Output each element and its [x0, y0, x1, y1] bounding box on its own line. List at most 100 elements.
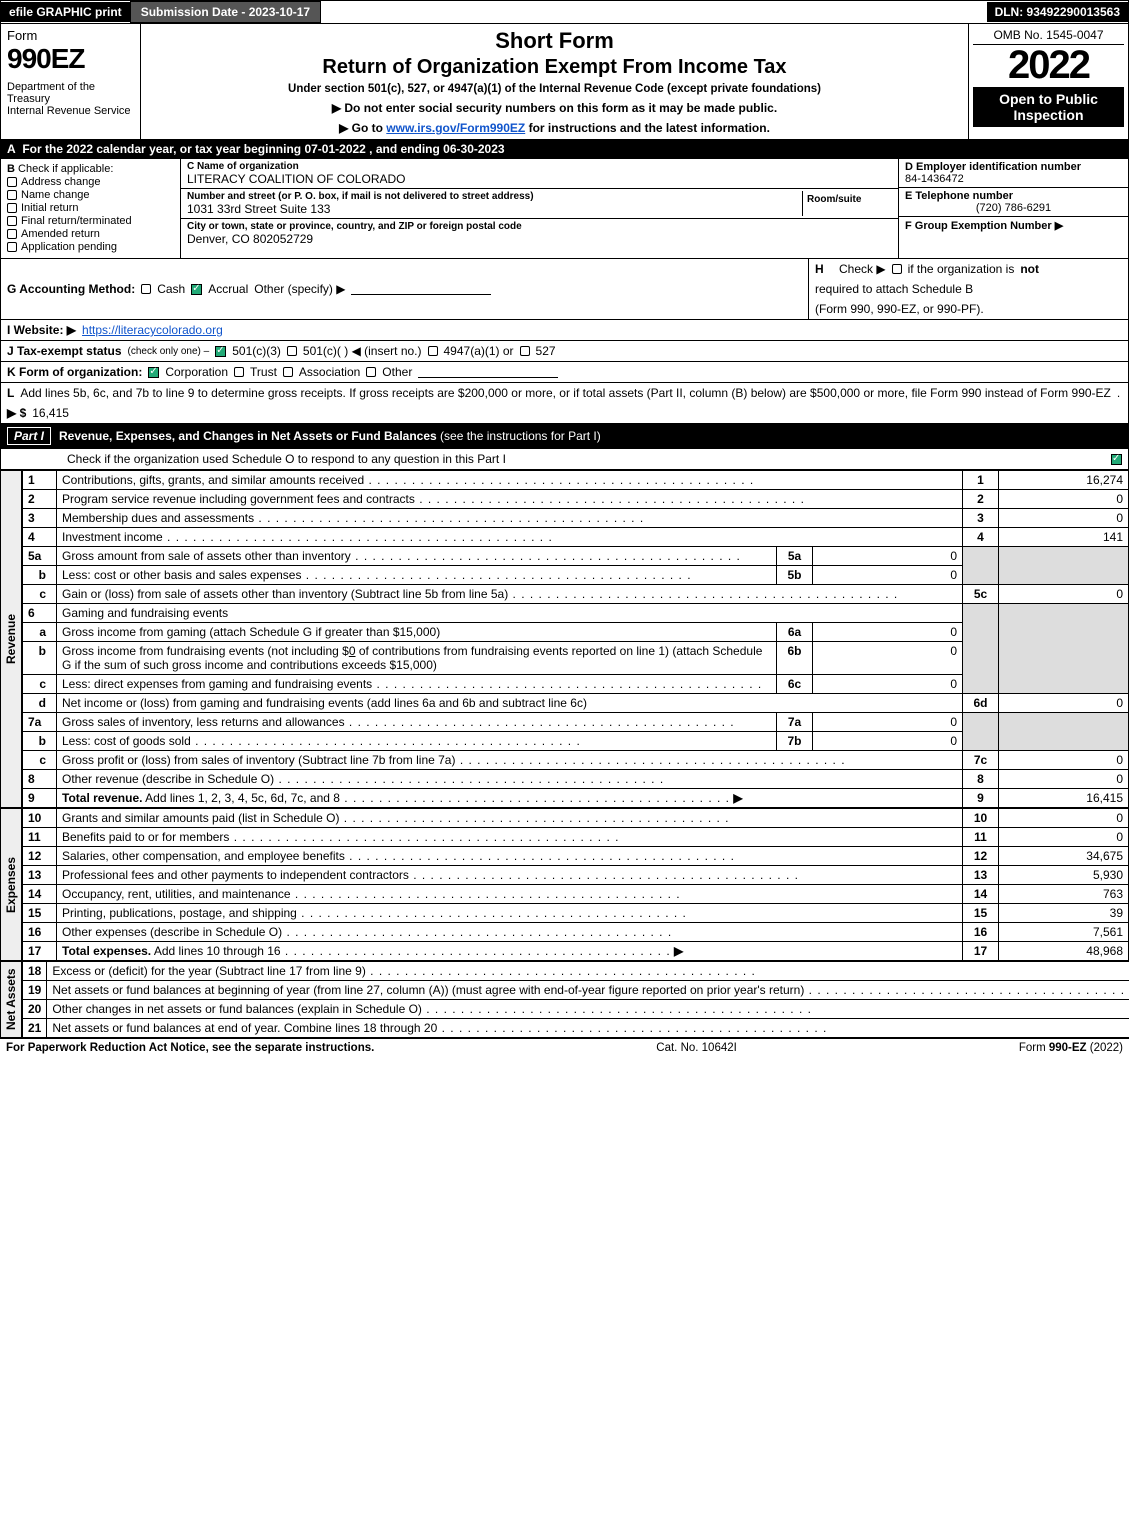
k-other-blank[interactable]: [418, 366, 558, 378]
gh-row: G Accounting Method: Cash Accrual Other …: [0, 259, 1129, 320]
section-h: H Check ▶ if the organization is not req…: [808, 259, 1128, 319]
h-label: H: [815, 262, 824, 276]
line-5c: cGain or (loss) from sale of assets othe…: [23, 585, 1129, 604]
j-o4: 527: [536, 344, 556, 358]
chk-527[interactable]: [520, 346, 530, 356]
instr2-suffix: for instructions and the latest informat…: [525, 121, 770, 135]
chk-4947[interactable]: [428, 346, 438, 356]
form-code: 990EZ: [7, 43, 134, 75]
e-label: E Telephone number: [905, 190, 1122, 202]
chk-final-return[interactable]: [7, 216, 17, 226]
g-other: Other (specify) ▶: [254, 282, 345, 296]
chk-address-change[interactable]: [7, 177, 17, 187]
dept-line2: Internal Revenue Service: [7, 105, 134, 117]
chk-schedule-o[interactable]: [1111, 454, 1122, 465]
org-name: LITERACY COALITION OF COLORADO: [187, 172, 892, 186]
j-o3: 4947(a)(1) or: [444, 344, 514, 358]
chk-501c[interactable]: [287, 346, 297, 356]
chk-association[interactable]: [283, 367, 293, 377]
instr-ssn: ▶ Do not enter social security numbers o…: [149, 101, 960, 115]
line-15: 15Printing, publications, postage, and s…: [23, 904, 1129, 923]
opt-name-change: Name change: [21, 189, 90, 201]
efile-label: efile GRAPHIC print: [9, 5, 122, 19]
j-small: (check only one) ‒: [128, 346, 210, 357]
a-text: For the 2022 calendar year, or tax year …: [22, 142, 504, 156]
expenses-block: Expenses 10Grants and similar amounts pa…: [0, 808, 1129, 961]
netassets-block: Net Assets 18Excess or (deficit) for the…: [0, 961, 1129, 1038]
i-label: I Website: ▶: [7, 323, 76, 337]
h-text3: required to attach Schedule B: [815, 282, 973, 296]
l-arrow: ▶ $: [7, 406, 26, 420]
org-street: 1031 33rd Street Suite 133: [187, 202, 802, 216]
line-10: 10Grants and similar amounts paid (list …: [23, 809, 1129, 828]
l-dots: [1117, 386, 1122, 400]
chk-other-org[interactable]: [366, 367, 376, 377]
g-other-blank[interactable]: [351, 283, 491, 295]
k-assoc: Association: [299, 365, 360, 379]
line-5a: 5aGross amount from sale of assets other…: [23, 547, 1129, 566]
sidelabel-expenses: Expenses: [0, 808, 22, 961]
instr2-prefix: ▶ Go to: [339, 121, 386, 135]
instr-goto: ▶ Go to www.irs.gov/Form990EZ for instru…: [149, 121, 960, 135]
g-label: G Accounting Method:: [7, 282, 135, 296]
line-9: 9Total revenue. Add lines 1, 2, 3, 4, 5c…: [23, 789, 1129, 808]
chk-amended-return[interactable]: [7, 229, 17, 239]
c-city-label: City or town, state or province, country…: [187, 221, 892, 232]
chk-cash[interactable]: [141, 284, 151, 294]
badge-line2: Inspection: [975, 107, 1122, 123]
part-i-check-text: Check if the organization used Schedule …: [67, 452, 506, 466]
h-not: not: [1020, 262, 1039, 276]
part-i-label: Part I: [7, 427, 51, 445]
chk-501c3[interactable]: [215, 346, 226, 357]
chk-h[interactable]: [892, 264, 902, 274]
opt-amended-return: Amended return: [21, 228, 100, 240]
f-arrow: ▶: [1055, 220, 1063, 232]
room-label: Room/suite: [807, 194, 861, 205]
l-label: L: [7, 386, 14, 400]
line-8: 8Other revenue (describe in Schedule O)8…: [23, 770, 1129, 789]
chk-initial-return[interactable]: [7, 203, 17, 213]
h-text2: if the organization is: [908, 262, 1015, 276]
chk-accrual[interactable]: [191, 284, 202, 295]
c-street-label: Number and street (or P. O. box, if mail…: [187, 191, 802, 202]
line-4: 4Investment income4141: [23, 528, 1129, 547]
website-link[interactable]: https://literacycolorado.org: [82, 323, 223, 337]
chk-trust[interactable]: [234, 367, 244, 377]
l-text: Add lines 5b, 6c, and 7b to line 9 to de…: [20, 386, 1111, 400]
form-header: Form 990EZ Department of the Treasury In…: [0, 24, 1129, 140]
line-21: 21Net assets or fund balances at end of …: [23, 1019, 1129, 1038]
revenue-block: Revenue 1Contributions, gifts, grants, a…: [0, 470, 1129, 808]
section-b: B Check if applicable: Address change Na…: [1, 159, 181, 258]
subtitle: Under section 501(c), 527, or 4947(a)(1)…: [149, 83, 960, 95]
expenses-table: 10Grants and similar amounts paid (list …: [22, 808, 1129, 961]
sidelabel-netassets: Net Assets: [0, 961, 22, 1038]
section-j: J Tax-exempt status (check only one) ‒ 5…: [0, 341, 1129, 362]
chk-corporation[interactable]: [148, 367, 159, 378]
d-label: D Employer identification number: [905, 161, 1122, 173]
footer-left: For Paperwork Reduction Act Notice, see …: [6, 1042, 374, 1054]
dept-line1: Department of the Treasury: [7, 81, 134, 105]
irs-link[interactable]: www.irs.gov/Form990EZ: [386, 121, 525, 135]
form-word: Form: [7, 28, 134, 43]
opt-initial-return: Initial return: [21, 202, 78, 214]
opt-final-return: Final return/terminated: [21, 215, 132, 227]
chk-application-pending[interactable]: [7, 242, 17, 252]
j-o2: 501(c)( ) ◀ (insert no.): [303, 344, 422, 358]
section-a: A For the 2022 calendar year, or tax yea…: [0, 140, 1129, 159]
chk-name-change[interactable]: [7, 190, 17, 200]
part-i-title: Revenue, Expenses, and Changes in Net As…: [59, 429, 437, 443]
dln: DLN: 93492290013563: [987, 2, 1128, 22]
line-17: 17Total expenses. Add lines 10 through 1…: [23, 942, 1129, 961]
footer-right: Form 990-EZ (2022): [1019, 1042, 1123, 1054]
j-label: J Tax-exempt status: [7, 344, 122, 358]
part-i-paren: (see the instructions for Part I): [440, 429, 601, 443]
section-def: D Employer identification number 84-1436…: [898, 159, 1128, 258]
line-3: 3Membership dues and assessments30: [23, 509, 1129, 528]
title-short-form: Short Form: [149, 28, 960, 54]
section-k: K Form of organization: Corporation Trus…: [0, 362, 1129, 383]
org-city: Denver, CO 802052729: [187, 232, 892, 246]
j-o1: 501(c)(3): [232, 344, 281, 358]
phone-value: (720) 786-6291: [905, 202, 1122, 214]
f-label: F Group Exemption Number: [905, 220, 1052, 232]
line-12: 12Salaries, other compensation, and empl…: [23, 847, 1129, 866]
